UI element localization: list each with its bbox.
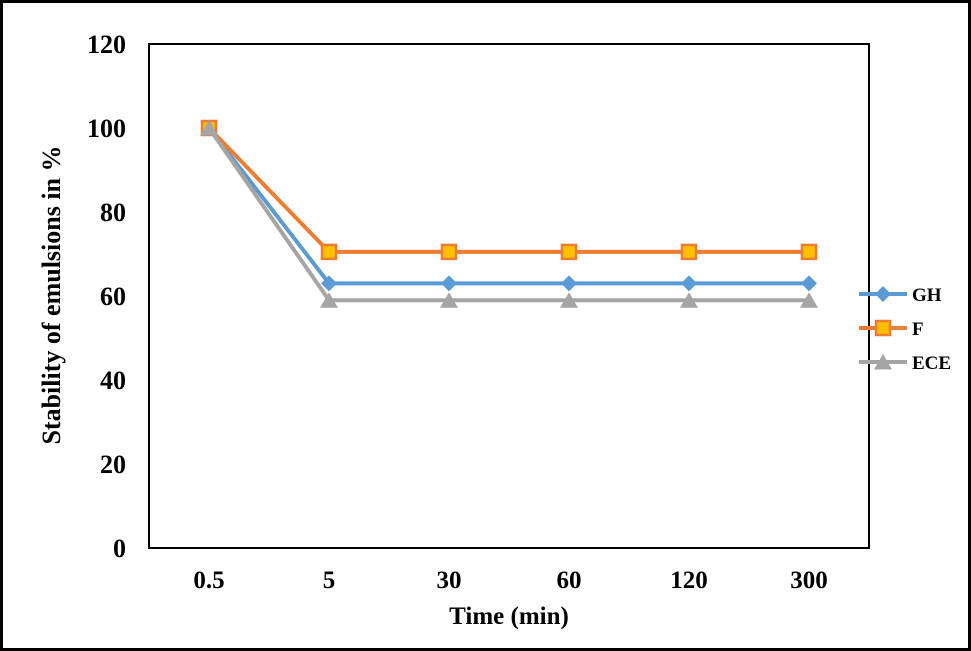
y-tick-label-120: 120 [87, 30, 126, 59]
emulsion-stability-line-chart: 0 20 40 60 80 100 120 0.5 5 30 60 120 300 GH F ECE Time… [37, 30, 951, 630]
x-tick-label-120: 120 [670, 567, 708, 594]
x-tick-label-300: 300 [790, 567, 828, 594]
x-tick-label-0.5: 0.5 [193, 567, 224, 594]
series-marker-F [440, 243, 458, 261]
x-tick-label-30: 30 [437, 567, 462, 594]
y-tick-label-60: 60 [100, 282, 126, 311]
y-tick-label-40: 40 [100, 366, 126, 395]
series-marker-ECE [800, 292, 818, 308]
legend-marker-ECE [874, 354, 892, 370]
x-tick-label-5: 5 [323, 567, 336, 594]
series-line-ECE [207, 126, 809, 303]
series-marker-GH [561, 275, 577, 292]
series-marker-ECE [200, 120, 218, 136]
x-axis-title: Time (min) [449, 603, 569, 630]
plot-area-border [148, 43, 870, 549]
series-marker-ECE [560, 292, 578, 308]
series-marker-ECE [440, 292, 458, 308]
series-marker-GH [321, 275, 337, 292]
series-marker-GH [441, 275, 457, 292]
series-marker-GH [681, 275, 697, 292]
series-marker-GH [801, 275, 817, 292]
series-marker-ECE [680, 292, 698, 308]
legend-marker-GH [875, 286, 891, 302]
series-marker-F [680, 243, 698, 261]
legend-label-F: F [912, 319, 924, 340]
legend-label-GH: GH [912, 285, 942, 306]
y-tick-label-20: 20 [100, 450, 126, 479]
series-marker-F [320, 243, 338, 261]
legend-marker-F [874, 319, 892, 337]
series-marker-F [800, 243, 818, 261]
y-tick-label-100: 100 [87, 114, 126, 143]
x-tick-label-60: 60 [557, 567, 582, 594]
series-marker-ECE [320, 292, 338, 308]
legend-label-ECE: ECE [912, 353, 951, 374]
y-tick-label-80: 80 [100, 198, 126, 227]
series-line-F [207, 126, 809, 254]
series-marker-F [560, 243, 578, 261]
y-axis-title: Stability of emulsions in % [37, 145, 66, 444]
series-line-GH [207, 126, 809, 286]
y-tick-label-0: 0 [113, 534, 126, 563]
